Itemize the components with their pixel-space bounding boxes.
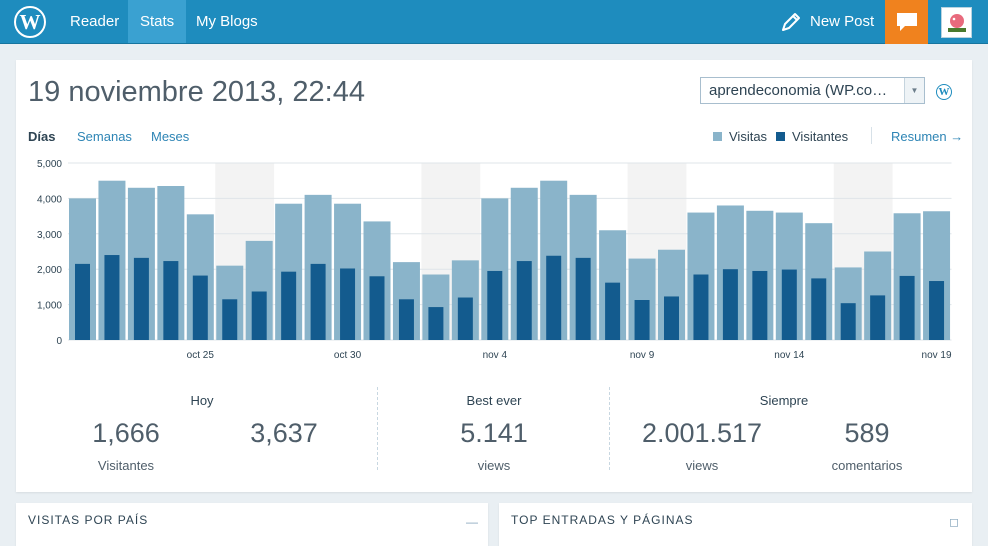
best-ever-value: 5.141 (460, 418, 528, 448)
nav-stats[interactable]: Stats (128, 0, 187, 43)
always-views-value: 2.001.517 (641, 418, 763, 448)
nav-reader[interactable]: Reader (70, 13, 120, 30)
bar-visitors (487, 270, 503, 340)
y-tick-label: 5,000 (37, 159, 62, 170)
legend-visits-label: Visitas (729, 129, 768, 144)
x-tick-label: nov 19 (922, 350, 952, 361)
chevron-down-icon: ▼ (904, 78, 924, 103)
bar-visitors (605, 282, 621, 340)
today-visitors-label: Visitantes (97, 458, 155, 473)
bar-visitors (163, 261, 179, 340)
bar-visitors (752, 270, 768, 340)
tab-weeks[interactable]: Semanas (77, 129, 132, 144)
bar-visitors (251, 291, 267, 340)
legend-visits-swatch (713, 132, 722, 141)
y-tick-label: 1,000 (37, 301, 62, 312)
legend-visitors-label: Visitantes (792, 129, 849, 144)
bar-visitors (222, 299, 238, 340)
new-post-label: New Post (810, 13, 875, 30)
bar-visitors (369, 276, 385, 340)
bar-visitors (929, 281, 945, 340)
notifications-button[interactable] (885, 0, 928, 44)
site-selector-value: aprendeconomia (WP.co… (709, 82, 888, 99)
legend-visitors-swatch (776, 132, 785, 141)
wordpress-logo-icon[interactable]: W (10, 4, 50, 40)
best-ever-sub: views (477, 458, 511, 473)
speech-bubble-icon (896, 13, 917, 31)
avatar-image (943, 9, 970, 36)
summary-link[interactable]: Resumen → (891, 129, 963, 144)
x-tick-label: oct 30 (334, 350, 362, 361)
today-visitors-value: 1,666 (92, 418, 160, 448)
x-tick-label: nov 4 (483, 350, 508, 361)
panel-country-title: VISITAS POR PAÍS (28, 513, 149, 527)
wordpress-icon[interactable]: W (936, 84, 952, 100)
bar-visitors (75, 263, 90, 340)
y-tick-label: 4,000 (37, 194, 62, 205)
stats-card: 19 noviembre 2013, 22:44 aprendeconomia … (16, 60, 972, 492)
legend-visits: Visitas (713, 129, 767, 144)
bar-visitors (870, 295, 886, 340)
bar-visitors (634, 299, 650, 340)
panel-top-posts: TOP ENTRADAS Y PÁGINAS ◻ (499, 503, 972, 546)
tab-months[interactable]: Meses (151, 129, 190, 144)
y-tick-label: 2,000 (37, 265, 62, 276)
summary-label: Resumen (891, 129, 947, 144)
bar-visitors (840, 303, 856, 340)
bar-visitors (281, 271, 297, 340)
pencil-icon (782, 12, 800, 31)
avatar[interactable] (941, 7, 972, 38)
tab-days[interactable]: Días (28, 129, 56, 144)
bar-visitors (781, 269, 797, 340)
bar-visitors (693, 274, 709, 340)
bar-visitors (104, 255, 120, 340)
bar-visitors (398, 299, 414, 340)
bar-visitors (457, 297, 473, 340)
y-tick-label: 0 (56, 336, 62, 347)
legend-visitors: Visitantes (776, 129, 848, 144)
always-label: Siempre (759, 393, 809, 408)
collapse-icon[interactable]: — (466, 515, 478, 529)
y-tick-label: 3,000 (37, 230, 62, 241)
always-views-label: views (685, 458, 719, 473)
bar-visitors (899, 275, 915, 340)
bar-visitors (428, 307, 444, 340)
arrow-right-icon: → (950, 129, 964, 144)
panel-visits-by-country: VISITAS POR PAÍS — (16, 503, 488, 546)
always-comments-label: comentarios (831, 458, 903, 473)
x-tick-label: oct 25 (187, 350, 215, 361)
new-post-button[interactable]: New Post (780, 0, 874, 43)
panel-top-title: TOP ENTRADAS Y PÁGINAS (511, 513, 694, 527)
bar-visitors (310, 263, 326, 340)
bar-visitors (664, 296, 679, 340)
bar-visitors (575, 257, 591, 340)
bar-visitors (722, 269, 738, 340)
top-bar: W Reader Stats My Blogs New Post (0, 0, 988, 44)
bar-visitors (811, 278, 827, 340)
expand-icon[interactable]: ◻ (949, 515, 959, 529)
bar-visitors (546, 255, 562, 340)
bar-visitors (192, 275, 208, 340)
stats-divider (609, 387, 610, 470)
x-tick-label: nov 9 (630, 350, 655, 361)
today-visits-value: 3,637 (250, 418, 318, 448)
nav-my-blogs[interactable]: My Blogs (196, 13, 258, 30)
bar-visitors (133, 257, 149, 340)
page-title: 19 noviembre 2013, 22:44 (28, 76, 365, 108)
best-ever-label: Best ever (466, 393, 522, 408)
site-selector[interactable]: aprendeconomia (WP.co… ▼ (700, 77, 925, 104)
legend-divider (871, 127, 872, 144)
bar-visitors (340, 268, 356, 340)
x-tick-label: nov 14 (774, 350, 804, 361)
today-label: Hoy (190, 393, 214, 408)
bar-visitors (516, 261, 532, 340)
stats-divider (377, 387, 378, 470)
always-comments-value: 589 (844, 418, 890, 448)
stats-chart: 0 1,000 2,000 3,000 4,000 5,000 oct 25 oct 30 no… (37, 159, 952, 361)
